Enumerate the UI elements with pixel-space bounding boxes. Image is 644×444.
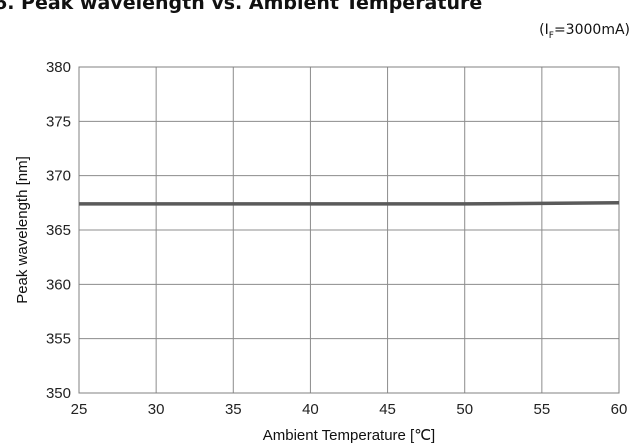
grid-lines (78, 66, 620, 394)
y-tick-label-6: 380 (46, 59, 71, 76)
x-axis-label: Ambient Temperature [℃] (263, 427, 435, 444)
x-tick-label-6: 55 (534, 401, 551, 418)
chart-title: 6. Peak wavelength vs. Ambient Temperatu… (0, 0, 483, 14)
x-tick-label-5: 50 (456, 401, 473, 418)
y-tick-label-0: 350 (46, 385, 71, 402)
y-tick-label-5: 375 (46, 113, 71, 130)
y-tick-label-3: 365 (46, 222, 71, 239)
y-tick-labels: 350 355 360 365 370 375 380 (46, 59, 71, 402)
x-tick-labels: 25 30 35 40 45 50 55 60 (71, 401, 628, 418)
x-tick-label-7: 60 (611, 401, 628, 418)
x-tick-label-4: 45 (379, 401, 396, 418)
y-tick-label-1: 355 (46, 331, 71, 348)
test-condition: (IF=3000mA) (539, 22, 630, 41)
series-line-0 (79, 201, 620, 206)
x-tick-label-0: 25 (71, 401, 88, 418)
y-tick-label-2: 360 (46, 276, 71, 293)
y-tick-label-4: 370 (46, 168, 71, 185)
y-axis-label: Peak wavelength [nm] (14, 156, 31, 304)
series-lines (79, 201, 620, 206)
x-tick-label-2: 35 (225, 401, 242, 418)
x-tick-label-1: 30 (148, 401, 165, 418)
x-tick-label-3: 40 (302, 401, 319, 418)
plot-frame (78, 66, 620, 394)
